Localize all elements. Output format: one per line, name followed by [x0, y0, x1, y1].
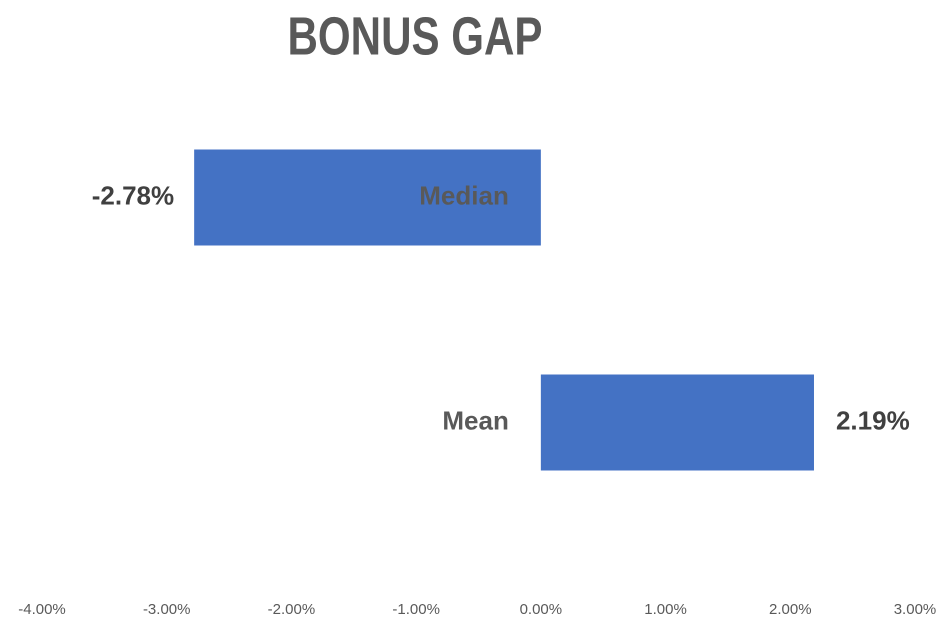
x-tick-label: -4.00%: [18, 601, 66, 618]
x-tick-label: 1.00%: [644, 601, 687, 618]
x-tick-label: -3.00%: [143, 601, 191, 618]
x-tick-label: -1.00%: [392, 601, 440, 618]
bar: [540, 374, 814, 471]
x-tick-label: -2.00%: [268, 601, 316, 618]
x-tick-label: 2.00%: [769, 601, 812, 618]
chart-title: BONUS GAP: [288, 6, 543, 66]
category-label: Mean: [442, 405, 508, 435]
value-label: 2.19%: [836, 405, 910, 435]
value-label: -2.78%: [92, 180, 174, 210]
category-label: Median: [419, 180, 509, 210]
bar: [194, 149, 541, 246]
x-tick-label: 3.00%: [894, 601, 937, 618]
title-group: BONUS GAP: [288, 6, 543, 66]
x-tick-label: 0.00%: [520, 601, 563, 618]
